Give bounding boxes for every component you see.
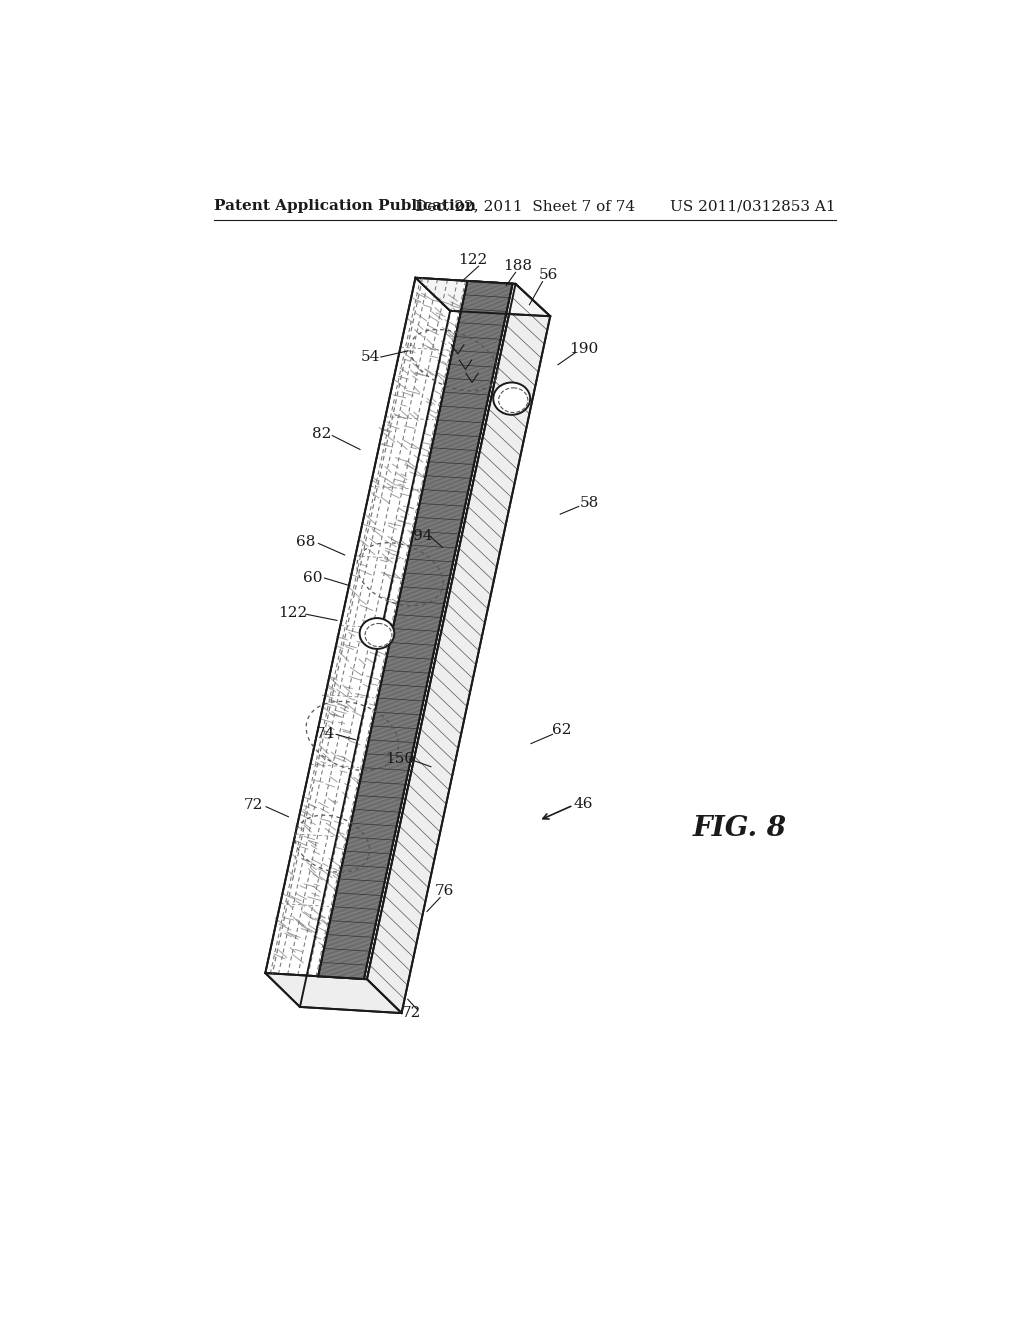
Polygon shape [265,277,515,979]
Text: FIG. 8: FIG. 8 [692,814,786,842]
Polygon shape [265,973,401,1014]
Ellipse shape [365,623,392,647]
Text: US 2011/0312853 A1: US 2011/0312853 A1 [670,199,836,213]
Polygon shape [367,284,550,1014]
Text: 56: 56 [539,268,558,282]
Text: 60: 60 [303,572,323,585]
Text: Patent Application Publication: Patent Application Publication [214,199,476,213]
Text: 54: 54 [361,350,381,364]
Text: 72: 72 [244,799,263,812]
Ellipse shape [499,388,528,413]
Text: 122: 122 [278,606,307,619]
Text: 94: 94 [414,529,433,543]
Text: 62: 62 [552,723,571,737]
Ellipse shape [359,618,394,649]
Polygon shape [416,277,550,317]
Text: 72: 72 [402,1006,421,1020]
Polygon shape [318,281,513,979]
Text: 74: 74 [315,727,335,742]
Text: 46: 46 [573,797,593,810]
Text: 190: 190 [568,342,598,356]
Ellipse shape [494,383,530,414]
Text: 150: 150 [385,752,415,766]
Text: 122: 122 [459,253,487,267]
Text: 188: 188 [504,259,532,273]
Text: 58: 58 [580,496,599,511]
Text: 68: 68 [296,535,315,549]
Text: 82: 82 [312,428,331,441]
Text: Dec. 22, 2011  Sheet 7 of 74: Dec. 22, 2011 Sheet 7 of 74 [416,199,636,213]
Text: 76: 76 [435,884,455,899]
